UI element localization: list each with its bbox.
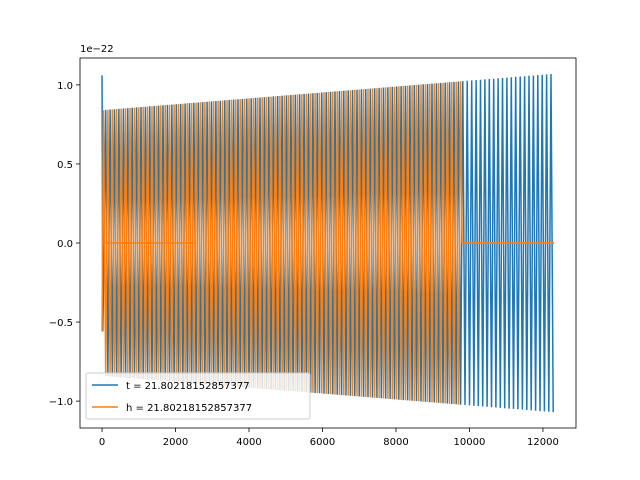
y-offset-text: 1e−22 [80, 44, 114, 55]
legend: t = 21.80218152857377 h = 21.80218152857… [85, 372, 311, 420]
x-tick-label: 2000 [163, 437, 188, 448]
x-tick-label: 10000 [454, 437, 486, 448]
y-tick-label: 0.5 [57, 160, 73, 171]
y-tick-label: −1.0 [49, 397, 73, 408]
y-tick-label: 1.0 [57, 81, 73, 92]
legend-label-t: t = 21.80218152857377 [126, 381, 250, 392]
x-tick-label: 8000 [383, 437, 408, 448]
x-tick-label: 12000 [527, 437, 559, 448]
x-tick-label: 6000 [310, 437, 335, 448]
legend-box [85, 372, 311, 420]
plot-area [101, 73, 554, 413]
x-axis: 0 2000 4000 6000 8000 10000 12000 [99, 428, 559, 448]
x-tick-label: 4000 [236, 437, 261, 448]
y-tick-label: 0.0 [57, 239, 73, 250]
x-tick-label: 0 [99, 437, 105, 448]
y-axis: −1.0 −0.5 0.0 0.5 1.0 [49, 81, 80, 408]
legend-label-h: h = 21.80218152857377 [126, 403, 252, 414]
y-tick-label: −0.5 [49, 318, 73, 329]
